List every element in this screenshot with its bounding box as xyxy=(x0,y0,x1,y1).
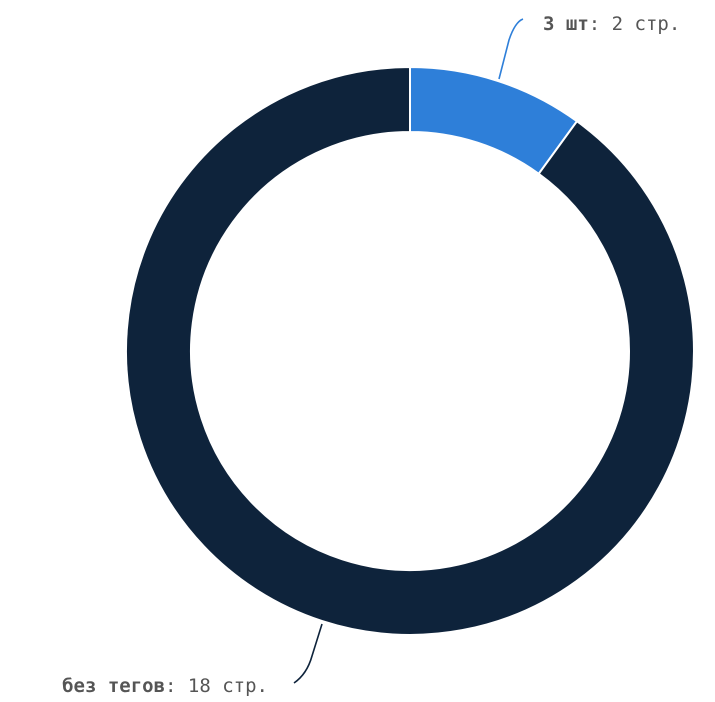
slice-label-value: : 18 стр. xyxy=(165,675,268,697)
leader-line-0 xyxy=(498,18,524,80)
leader-lines-layer xyxy=(293,18,524,684)
slice-label-name: 3 шт xyxy=(543,13,589,35)
slice-label-value: : 2 стр. xyxy=(589,13,681,35)
slice-labels-layer: 3 шт: 2 стр. без тегов: 18 стр. xyxy=(62,13,680,697)
slices-layer xyxy=(125,65,695,636)
slice-label-0: 3 шт: 2 стр. xyxy=(543,13,680,35)
slice-label-name: без тегов xyxy=(62,675,165,697)
slice-label-1: без тегов: 18 стр. xyxy=(62,675,268,697)
donut-slice-1 xyxy=(125,65,695,636)
leader-line-1 xyxy=(293,623,323,684)
